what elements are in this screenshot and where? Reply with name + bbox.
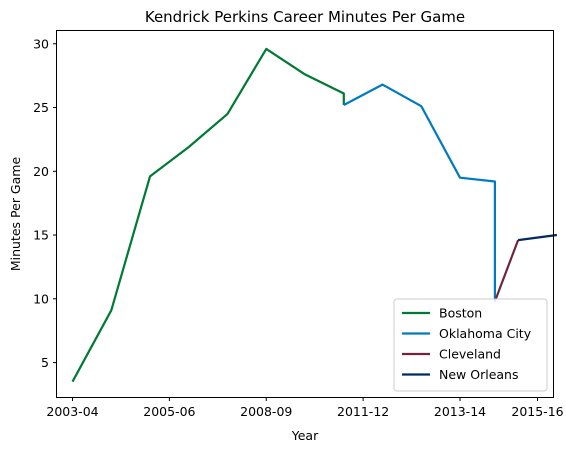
y-axis: 5 10 15 20 25 30 — [33, 36, 57, 370]
x-tick-label-0: 2003-04 — [46, 404, 98, 419]
series-line-1 — [343, 83, 496, 302]
x-tick-label-1: 2005-06 — [143, 404, 195, 419]
series-line-3 — [517, 233, 558, 242]
legend-box — [393, 298, 548, 392]
legend-label-0: Boston — [439, 306, 482, 321]
plot-frame — [56, 30, 554, 398]
series-line-2 — [493, 239, 520, 302]
series-line-0 — [71, 47, 345, 383]
x-tick-label-5: 2015-16 — [511, 404, 563, 419]
y-tick-label-5: 30 — [33, 36, 49, 51]
legend-label-2: Cleveland — [439, 347, 501, 362]
plot-area — [71, 47, 558, 383]
y-tick-label-4: 25 — [33, 100, 49, 115]
y-tick-label-1: 10 — [33, 291, 49, 306]
y-tick-label-0: 5 — [41, 355, 49, 370]
chart-title: Kendrick Perkins Career Minutes Per Game — [145, 8, 465, 26]
x-tick-label-4: 2013-14 — [434, 404, 486, 419]
y-axis-title: Minutes Per Game — [8, 157, 23, 272]
y-tick-label-3: 20 — [33, 164, 49, 179]
x-tick-label-3: 2011-12 — [337, 404, 389, 419]
x-axis-title: Year — [291, 428, 319, 443]
legend-label-3: New Orleans — [439, 367, 518, 382]
x-tick-label-2: 2008-09 — [240, 404, 292, 419]
legend: Boston Oklahoma City Cleveland New Orleans — [393, 298, 548, 392]
y-tick-label-2: 15 — [33, 228, 49, 243]
x-axis: 2003-04 2005-06 2008-09 2011-12 2013-14 2015-… — [46, 397, 564, 419]
legend-label-1: Oklahoma City — [439, 326, 532, 341]
